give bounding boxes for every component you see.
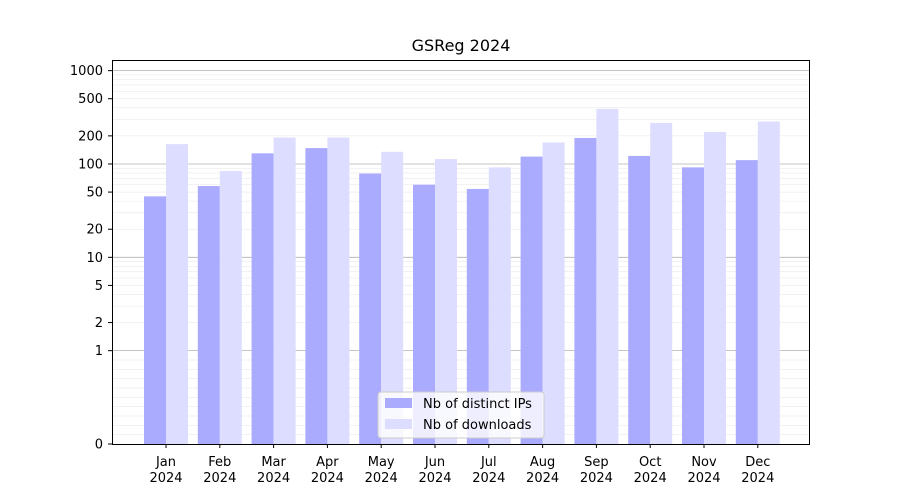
- x-tick-label-month: Aug: [530, 455, 555, 470]
- bar-distinct-ips: [520, 156, 543, 445]
- x-tick-label-month: Mar: [261, 455, 286, 470]
- bar-downloads: [488, 167, 511, 444]
- bars: [144, 108, 780, 445]
- chart-title: GSReg 2024: [412, 36, 511, 55]
- bar-distinct-ips: [735, 160, 758, 445]
- x-tick-label-month: Jan: [155, 455, 176, 470]
- bar-distinct-ips: [197, 186, 220, 444]
- x-tick-label-month: Apr: [316, 455, 339, 470]
- y-tick-label: 500: [78, 92, 103, 107]
- y-tick-label: 1: [95, 344, 103, 359]
- x-tick-label-year: 2024: [365, 471, 398, 486]
- x-tick-label-month: Dec: [745, 455, 770, 470]
- legend-swatch: [385, 419, 412, 429]
- x-tick-label-year: 2024: [472, 471, 505, 486]
- y-tick-label: 1000: [70, 64, 103, 79]
- x-tick-label-month: Jun: [424, 455, 445, 470]
- y-tick-label: 200: [78, 129, 103, 144]
- bar-downloads: [435, 159, 457, 445]
- x-tick-label-month: Feb: [208, 455, 231, 470]
- bar-distinct-ips: [144, 196, 166, 444]
- legend-label: Nb of distinct IPs: [423, 397, 532, 412]
- x-tick-label-month: May: [368, 455, 395, 470]
- bar-downloads: [166, 144, 188, 444]
- x-tick-label-year: 2024: [580, 471, 613, 486]
- y-tick-label: 100: [78, 157, 103, 172]
- x-tick-label-month: Jul: [480, 455, 497, 470]
- legend-label: Nb of downloads: [423, 418, 532, 433]
- bar-downloads: [381, 151, 404, 444]
- bar-distinct-ips: [251, 153, 274, 444]
- y-tick-label: 50: [86, 186, 103, 201]
- bar-downloads: [704, 132, 726, 444]
- y-tick-label: 5: [95, 279, 103, 294]
- x-tick-label-month: Oct: [639, 455, 661, 470]
- x-tick-label-year: 2024: [418, 471, 451, 486]
- y-tick-label: 0: [95, 438, 103, 453]
- bar-downloads: [327, 137, 350, 444]
- y-tick-label: 2: [95, 316, 103, 331]
- bar-downloads: [650, 122, 673, 444]
- x-tick-label-year: 2024: [687, 471, 720, 486]
- bar-distinct-ips: [682, 167, 704, 444]
- y-axis: 0 1 2 5 10 20 50 100 200 500 1000: [70, 64, 112, 453]
- legend-box: [377, 391, 545, 439]
- bar-downloads: [596, 108, 619, 444]
- x-tick-label-month: Nov: [691, 455, 717, 470]
- y-tick-label: 10: [86, 251, 103, 266]
- bar-distinct-ips: [628, 155, 651, 444]
- plot-frame: [112, 60, 810, 445]
- bar-downloads: [757, 121, 780, 444]
- bar-distinct-ips: [305, 148, 328, 444]
- x-tick-label-year: 2024: [149, 471, 182, 486]
- x-tick-label-year: 2024: [634, 471, 667, 486]
- x-tick-label-year: 2024: [311, 471, 344, 486]
- bar-distinct-ips: [413, 184, 435, 444]
- bar-downloads: [542, 142, 565, 444]
- x-tick-label-month: Sep: [584, 455, 609, 470]
- x-tick-label-year: 2024: [203, 471, 236, 486]
- bar-downloads: [219, 171, 242, 444]
- legend-swatch: [385, 398, 412, 408]
- y-tick-label: 20: [86, 223, 103, 238]
- legend: Nb of distinct IPs Nb of downloads: [377, 391, 545, 439]
- bar-downloads: [273, 137, 296, 444]
- bar-distinct-ips: [574, 137, 597, 445]
- x-tick-label-year: 2024: [526, 471, 559, 486]
- bar-distinct-ips: [359, 173, 382, 445]
- x-tick-label-year: 2024: [741, 471, 774, 486]
- x-tick-label-year: 2024: [257, 471, 290, 486]
- bar-distinct-ips: [466, 188, 489, 444]
- x-axis: Jan2024Feb2024Mar2024Apr2024May2024Jun20…: [149, 444, 774, 486]
